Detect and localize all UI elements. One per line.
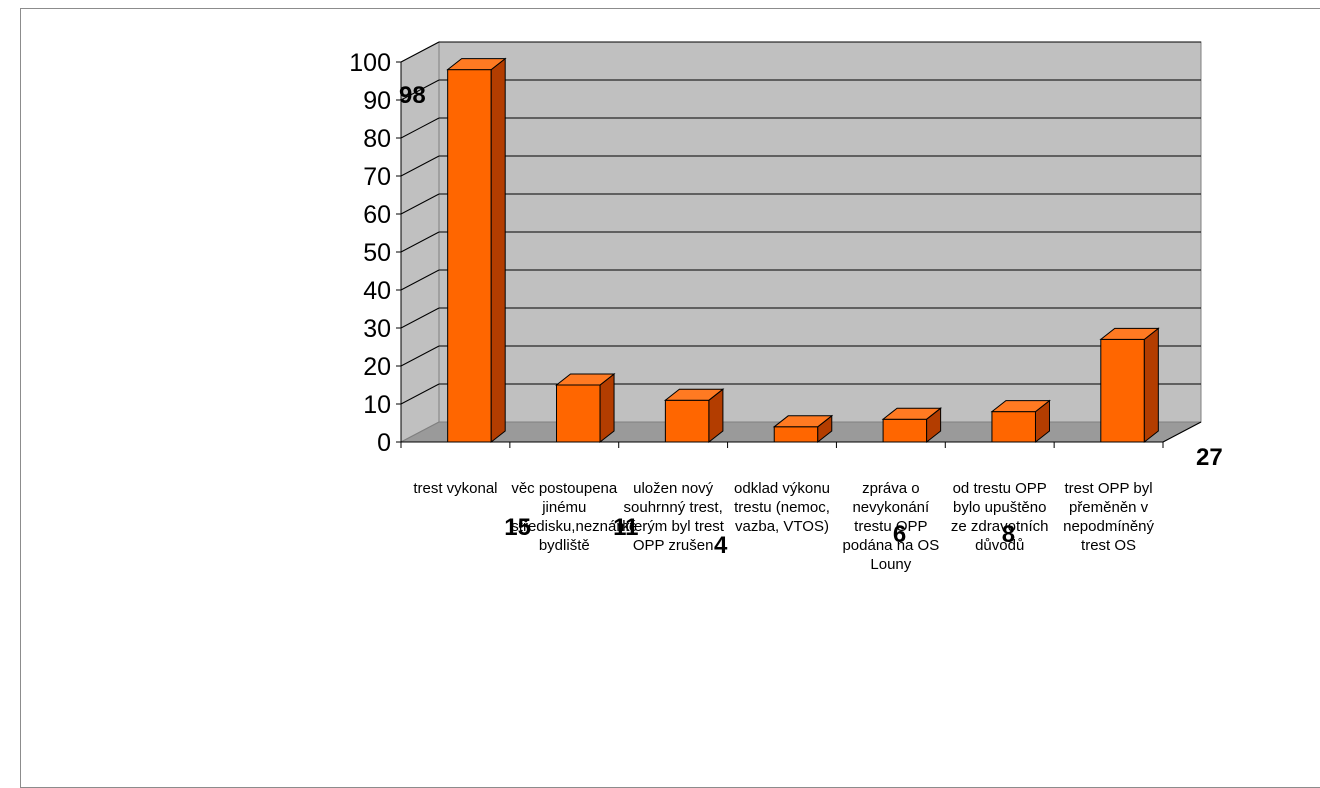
category-label: odklad výkonu trestu (nemoc, vazba, VTOS… bbox=[734, 480, 830, 535]
bar-top bbox=[663, 388, 725, 401]
data-label: 8 bbox=[1001, 521, 1016, 548]
gridline-side bbox=[400, 269, 440, 291]
data-label: 15 bbox=[504, 514, 531, 541]
bar-front bbox=[1100, 338, 1145, 443]
gridline-side bbox=[400, 79, 440, 101]
bar-top bbox=[990, 400, 1051, 413]
category-label: trest OPP byl přeměněn v nepodmíněný tre… bbox=[1063, 480, 1155, 554]
bar-side bbox=[490, 57, 506, 444]
y-tick-label: 70 bbox=[363, 163, 391, 191]
y-tick-label: 10 bbox=[363, 391, 391, 419]
bar-side bbox=[599, 372, 615, 444]
gridline-side bbox=[400, 193, 440, 215]
gridline-side bbox=[400, 41, 440, 63]
gridline-side bbox=[400, 155, 440, 177]
gridline-side bbox=[400, 383, 440, 405]
bar-front bbox=[991, 411, 1036, 443]
y-tick-label: 40 bbox=[363, 277, 391, 305]
gridline-side bbox=[400, 345, 440, 367]
bar-side bbox=[1143, 327, 1159, 444]
data-label: 6 bbox=[892, 521, 907, 548]
gridline-side bbox=[400, 307, 440, 329]
category-label: zpráva o nevykonání trestu OPP podána na… bbox=[842, 480, 940, 573]
gridline-side bbox=[400, 117, 440, 139]
data-label: 4 bbox=[714, 532, 728, 559]
bar-top bbox=[881, 407, 943, 420]
y-tick-label: 90 bbox=[363, 87, 391, 115]
bar-front bbox=[882, 418, 928, 443]
y-tick-label: 20 bbox=[363, 353, 391, 381]
category-label: od trestu OPP bylo upuštěno ze zdravotní… bbox=[950, 480, 1049, 554]
y-tick-label: 30 bbox=[363, 315, 391, 343]
y-tick-label: 50 bbox=[363, 239, 391, 267]
y-tick-label: 60 bbox=[363, 201, 391, 229]
gridline-side bbox=[400, 231, 440, 253]
bar-front bbox=[664, 399, 710, 443]
bar-top bbox=[446, 58, 507, 71]
data-label: 11 bbox=[613, 514, 639, 541]
bar-front bbox=[447, 69, 492, 443]
bar-chart: 0 10 20 30 40 50 60 70 80 90 100 bbox=[349, 41, 1202, 457]
y-tick-label: 0 bbox=[377, 429, 391, 457]
bar-top bbox=[555, 373, 616, 386]
y-tick-label: 100 bbox=[349, 49, 391, 77]
data-label: 27 bbox=[1196, 444, 1223, 471]
category-label: věc postoupena jinému středisku,neznámé … bbox=[511, 480, 638, 554]
bar-top bbox=[772, 415, 834, 428]
x-axis-depth-line bbox=[1162, 421, 1202, 443]
bar-top bbox=[1099, 327, 1160, 340]
bar-front bbox=[773, 426, 819, 443]
category-label: trest vykonal bbox=[413, 480, 498, 497]
category-label: uložen nový souhrnný trest, kterým byl t… bbox=[622, 480, 724, 554]
y-tick-label: 80 bbox=[363, 125, 391, 153]
chart-frame: 0 10 20 30 40 50 60 70 80 90 100 trest vykonal 98 vě… bbox=[20, 8, 1320, 788]
data-label: 98 bbox=[399, 82, 426, 109]
bar-front bbox=[556, 384, 601, 443]
